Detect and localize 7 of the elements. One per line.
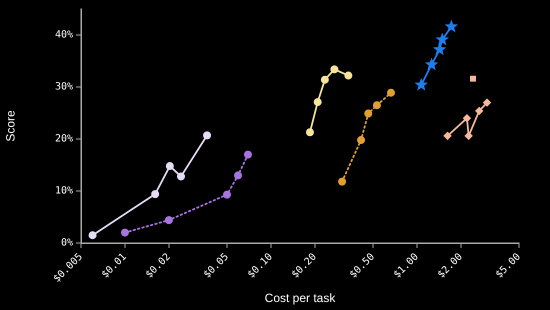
x-axis-title: Cost per task: [264, 291, 336, 306]
y-tick-label: 30%: [54, 82, 73, 93]
y-tick-label: 0%: [60, 238, 73, 249]
y-axis-title: Score: [4, 110, 18, 142]
y-tick-label: 10%: [54, 186, 73, 197]
y-tick-label: 20%: [54, 134, 73, 145]
y-tick-label: 40%: [54, 30, 73, 41]
